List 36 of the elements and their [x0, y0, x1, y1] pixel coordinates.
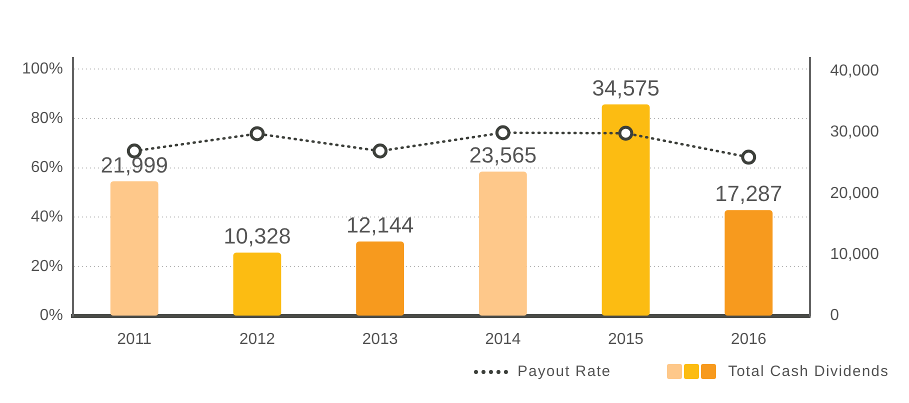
data-label: 34,575 — [592, 75, 660, 100]
data-label: 21,999 — [100, 152, 168, 178]
y2-tick-label: 0 — [830, 307, 840, 324]
legend-label: Total Cash Dividends — [728, 363, 889, 380]
x-tick-label: 2012 — [239, 330, 276, 348]
y-tick-label: 60% — [30, 159, 63, 176]
point — [495, 125, 510, 140]
y-tick-label: 20% — [30, 258, 63, 275]
point — [250, 126, 265, 142]
data-label: 23,565 — [469, 142, 537, 168]
bar — [724, 210, 773, 316]
x-tick-label: 2014 — [485, 330, 521, 348]
x-tick-label: 2016 — [730, 330, 767, 348]
y-tick-label: 0% — [40, 307, 63, 324]
bar — [233, 252, 282, 316]
x-tick-label: 2015 — [608, 330, 644, 348]
bar — [602, 104, 650, 316]
point — [741, 150, 756, 165]
point — [372, 144, 388, 159]
data-label: 12,144 — [346, 212, 414, 238]
y-tick-label: 40% — [30, 208, 63, 226]
x-tick-label: 2013 — [362, 330, 398, 348]
y2-tick-label: 20,000 — [830, 184, 880, 202]
y2-tick-label: 40,000 — [830, 62, 880, 80]
y-tick-label: 100% — [22, 60, 63, 78]
bar — [110, 181, 158, 316]
point — [618, 126, 634, 141]
y2-tick-label: 10,000 — [830, 246, 880, 264]
y-tick-label: 80% — [30, 110, 63, 127]
bar — [356, 242, 404, 316]
data-label: 10,328 — [224, 224, 291, 249]
bar — [478, 172, 527, 316]
x-tick-label: 2011 — [117, 330, 152, 348]
data-label: 17,287 — [714, 181, 782, 206]
y2-tick-label: 30,000 — [830, 124, 880, 141]
legend-label: Payout Rate — [518, 363, 612, 380]
